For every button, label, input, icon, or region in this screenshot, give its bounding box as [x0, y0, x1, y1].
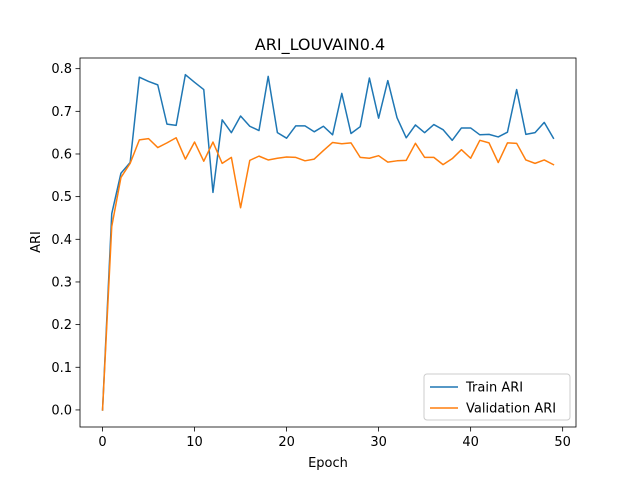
- y-axis-label: ARI: [29, 231, 44, 253]
- x-tick-label: 20: [278, 435, 295, 450]
- x-tick-label: 10: [186, 435, 203, 450]
- y-tick-label: 0.1: [51, 361, 72, 376]
- y-tick-label: 0.5: [51, 190, 72, 205]
- series-line-validation-ari: [101, 137, 555, 411]
- y-tick-label: 0.7: [51, 105, 72, 120]
- x-tick-label: 0: [98, 435, 106, 450]
- plot-area: 0 10 20 30 40 50 0.0 0.1 0.2 0.3 0.4 0.5 0.6 0.7 0.8: [51, 57, 577, 450]
- plot-frame: [79, 57, 577, 428]
- x-axis-label: Epoch: [308, 456, 348, 471]
- x-tick-label: 30: [370, 435, 387, 450]
- y-tick-label: 0.0: [51, 403, 72, 418]
- x-tick-label: 40: [462, 435, 479, 450]
- legend-box: [423, 373, 571, 421]
- x-tick-label: 50: [554, 435, 571, 450]
- legend-label: Train ARI: [465, 381, 523, 396]
- y-tick-label: 0.2: [51, 318, 72, 333]
- legend: Train ARI Validation ARI: [423, 373, 571, 421]
- legend-label: Validation ARI: [466, 402, 556, 417]
- y-tick-label: 0.8: [51, 62, 72, 77]
- series-line-train-ari: [101, 73, 555, 411]
- y-tick-label: 0.6: [51, 147, 72, 162]
- y-tick-label: 0.4: [51, 233, 72, 248]
- y-tick-label: 0.3: [51, 275, 72, 290]
- chart-title: ARI_LOUVAIN0.4: [255, 35, 385, 55]
